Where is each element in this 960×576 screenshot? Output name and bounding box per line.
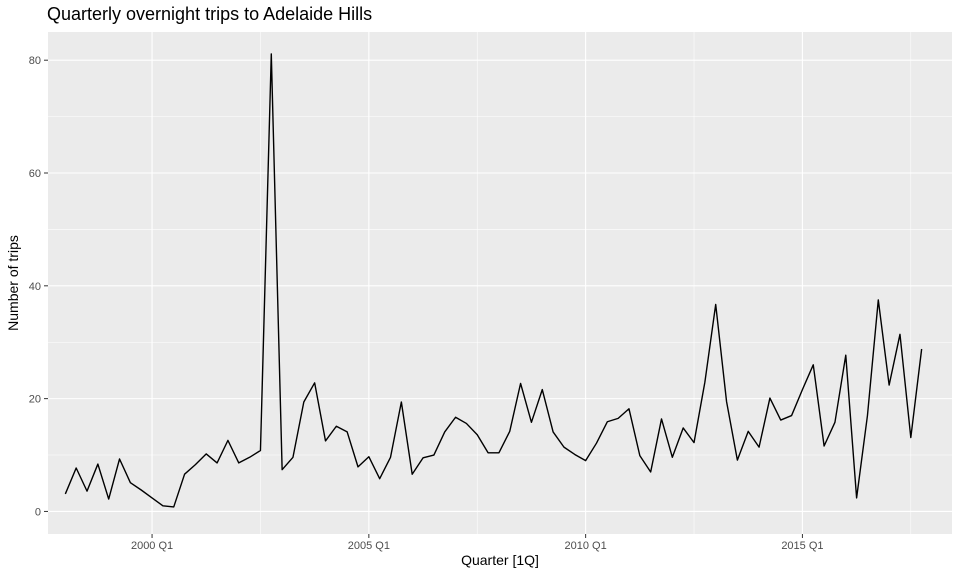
x-axis-title: Quarter [1Q]	[461, 552, 539, 568]
y-tick-label: 40	[29, 281, 41, 293]
x-tick-label: 2000 Q1	[131, 540, 173, 552]
x-axis: 2000 Q1 2005 Q1 2010 Q1 2015 Q1	[131, 534, 824, 552]
minor-gridlines	[48, 32, 952, 534]
y-axis-title: Number of trips	[5, 235, 21, 331]
x-tick-label: 2005 Q1	[348, 540, 390, 552]
y-tick-label: 80	[29, 55, 41, 67]
y-axis: 0 20 40 60 80	[29, 55, 48, 518]
chart-title: Quarterly overnight trips to Adelaide Hi…	[47, 4, 372, 24]
major-gridlines	[48, 32, 952, 534]
y-tick-label: 0	[35, 506, 41, 518]
y-tick-label: 60	[29, 168, 41, 180]
series-line-group	[64, 53, 923, 508]
x-tick-label: 2010 Q1	[565, 540, 607, 552]
x-tick-label: 2015 Q1	[781, 540, 823, 552]
series-line	[64, 53, 923, 508]
y-tick-label: 20	[29, 394, 41, 406]
plot-panel	[48, 32, 952, 534]
